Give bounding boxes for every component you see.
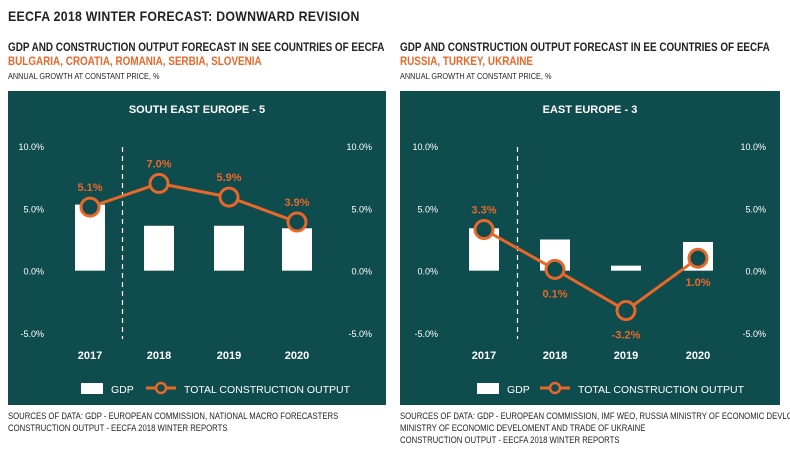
y-tick-label-left: 10.0% (412, 142, 438, 152)
sources-ee: SOURCES OF DATA: GDP - EUROPEAN COMMISSI… (400, 410, 790, 446)
legend-gdp-swatch (81, 383, 103, 394)
y-tick-label-left: -5.0% (20, 329, 44, 339)
y-tick-label-left: 5.0% (417, 204, 438, 214)
construction-output-point (473, 219, 495, 241)
construction-output-point (687, 247, 709, 269)
chart-title: SOUTH EAST EUROPE - 5 (129, 104, 265, 116)
x-tick-label: 2017 (78, 350, 102, 362)
source-line: CONSTRUCTION OUTPUT - EECFA 2018 WINTER … (8, 423, 228, 433)
y-tick-label-left: 0.0% (417, 267, 438, 277)
y-tick-label-left: -5.0% (414, 329, 438, 339)
y-tick-label-right: -5.0% (742, 329, 766, 339)
legend-line-label: TOTAL CONSTRUCTION OUTPUT (578, 384, 745, 396)
y-tick-label-left: 0.0% (23, 267, 44, 277)
construction-output-point (148, 172, 170, 194)
data-label: -3.2% (612, 330, 641, 342)
y-tick-label-left: 10.0% (18, 142, 44, 152)
data-label: 5.9% (216, 172, 241, 184)
y-tick-label-right: 5.0% (351, 204, 372, 214)
y-tick-label-right: 0.0% (351, 267, 372, 277)
panel-countries: BULGARIA, CROATIA, ROMANIA, SERBIA, SLOV… (8, 56, 262, 68)
source-line: MINISTRY OF ECONOMIC DEVELOMENT AND TRAD… (400, 423, 646, 433)
page-title: EECFA 2018 WINTER FORECAST: DOWNWARD REV… (8, 8, 360, 24)
source-line: SOURCES OF DATA: GDP - EUROPEAN COMMISSI… (8, 411, 339, 421)
y-tick-label-right: 5.0% (745, 204, 766, 214)
x-tick-label: 2018 (543, 350, 567, 362)
y-tick-label-right: 10.0% (346, 142, 372, 152)
panel-note: ANNUAL GROWTH AT CONSTANT PRICE, % (8, 71, 160, 81)
y-tick-label-left: 5.0% (23, 204, 44, 214)
panel-note: ANNUAL GROWTH AT CONSTANT PRICE, % (400, 71, 552, 81)
y-tick-label-right: -5.0% (348, 329, 372, 339)
chart-see: SOUTH EAST EUROPE - 5 10.0% 10.0% 5.0% 5.0% 0… (18, 104, 372, 396)
data-label: 3.9% (284, 197, 309, 209)
data-label: 1.0% (685, 277, 710, 289)
source-line: CONSTRUCTION OUTPUT - EECFA 2018 WINTER … (400, 435, 620, 445)
legend-line-label: TOTAL CONSTRUCTION OUTPUT (184, 384, 351, 396)
data-label: 7.0% (146, 158, 171, 170)
y-tick-label-right: 0.0% (745, 267, 766, 277)
gdp-bar (282, 228, 312, 271)
construction-output-line (89, 181, 298, 224)
legend-line-marker (548, 381, 562, 395)
y-tick-label-right: 10.0% (740, 142, 766, 152)
construction-output-line (483, 228, 699, 313)
chart-panel-ee: EAST EUROPE - 3 10.0% 10.0% 5.0% 5.0% 0.0% 0.0… (400, 91, 780, 405)
construction-output-point (615, 300, 637, 322)
legend-gdp-label: GDP (507, 384, 530, 396)
panel-heading: GDP AND CONSTRUCTION OUTPUT FORECAST IN … (8, 42, 385, 54)
legend-gdp-swatch (477, 383, 499, 394)
construction-output-point (286, 211, 308, 233)
x-tick-label: 2017 (472, 350, 496, 362)
x-tick-label: 2020 (686, 350, 710, 362)
legend-gdp-label: GDP (111, 384, 134, 396)
chart-panel-see: SOUTH EAST EUROPE - 5 10.0% 10.0% 5.0% 5.0% 0… (8, 91, 386, 405)
x-tick-label: 2019 (217, 350, 241, 362)
construction-output-point (544, 258, 566, 280)
legend-line-marker (154, 381, 168, 395)
construction-output-point (218, 186, 240, 208)
data-label: 0.1% (542, 288, 567, 300)
gdp-bar (144, 225, 174, 271)
gdp-bar (611, 265, 641, 271)
panel-header-see: GDP AND CONSTRUCTION OUTPUT FORECAST IN … (8, 42, 398, 81)
x-tick-label: 2018 (147, 350, 171, 362)
source-line: SOURCES OF DATA: GDP - EUROPEAN COMMISSI… (400, 411, 790, 421)
chart-title: EAST EUROPE - 3 (543, 104, 638, 116)
panel-heading: GDP AND CONSTRUCTION OUTPUT FORECAST IN … (400, 42, 770, 54)
data-label: 5.1% (77, 182, 102, 194)
x-tick-label: 2020 (285, 350, 309, 362)
panel-countries: RUSSIA, TURKEY, UKRAINE (400, 56, 533, 68)
sources-see: SOURCES OF DATA: GDP - EUROPEAN COMMISSI… (8, 410, 338, 434)
panel-header-ee: GDP AND CONSTRUCTION OUTPUT FORECAST IN … (400, 42, 790, 81)
gdp-bar (214, 225, 244, 271)
construction-output-point (79, 196, 101, 218)
chart-ee: EAST EUROPE - 3 10.0% 10.0% 5.0% 5.0% 0.0% 0.0… (412, 104, 766, 396)
x-tick-label: 2019 (614, 350, 638, 362)
data-label: 3.3% (471, 205, 496, 217)
